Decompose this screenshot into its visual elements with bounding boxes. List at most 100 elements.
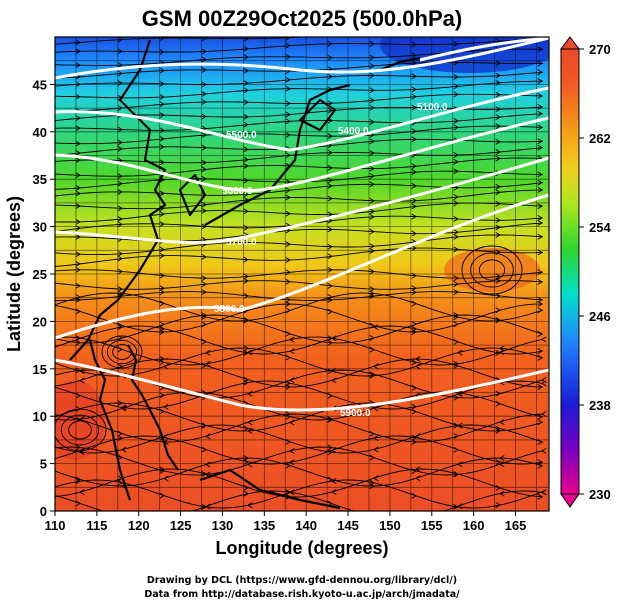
streamline-arrow <box>411 300 417 307</box>
streamline-arrow <box>79 489 85 496</box>
vortex-ring <box>60 414 100 446</box>
x-tick-label: 110 <box>45 518 66 533</box>
streamline-arrow <box>495 114 501 121</box>
colorbar: 230 238 246 254 262 270 <box>560 36 611 508</box>
streamline-arrow <box>243 292 249 299</box>
streamline <box>55 402 544 432</box>
streamline-arrow <box>117 346 123 353</box>
streamline-arrow <box>163 363 169 370</box>
streamline-arrow <box>537 249 543 256</box>
streamline-arrow <box>453 40 459 47</box>
contour-5900 <box>55 358 549 412</box>
streamline-arrow <box>75 392 81 399</box>
streamline-arrow <box>285 354 291 361</box>
streamline-arrow <box>201 201 207 208</box>
streamline-arrow <box>117 105 123 111</box>
streamline-arrow <box>75 62 81 69</box>
streamline-arrow <box>453 200 459 207</box>
streamline-arrow <box>285 152 291 159</box>
streamline-arrow <box>541 336 547 343</box>
streamline-arrow <box>75 282 81 289</box>
y-tick-label: 30 <box>33 220 47 235</box>
credit-drawing: Drawing by DCL (https://www.gfd-dennou.o… <box>147 575 457 586</box>
streamline-arrow <box>369 97 375 104</box>
streamline <box>55 347 544 377</box>
streamline-arrow <box>201 90 207 97</box>
x-tick-label: 115 <box>86 518 107 533</box>
streamline-arrow <box>205 433 211 440</box>
streamline-arrow <box>537 46 543 53</box>
streamline-arrow <box>117 255 123 262</box>
streamline-arrow <box>243 99 249 106</box>
streamline-arrow <box>538 27 542 32</box>
streamline <box>55 71 544 87</box>
streamline-arrow <box>159 392 165 399</box>
streamline-arrow <box>75 335 81 342</box>
streamline-arrow <box>495 425 501 432</box>
streamline-arrow <box>369 197 375 204</box>
streamline-arrow <box>369 72 375 79</box>
streamline-arrow <box>369 247 375 254</box>
streamline-arrow <box>369 104 375 111</box>
streamline-arrow <box>327 226 333 233</box>
streamline-arrow <box>327 293 333 300</box>
streamline <box>55 182 544 197</box>
streamline-arrow <box>289 348 295 355</box>
colorbar-tick-label: 254 <box>589 220 611 235</box>
streamline-arrow <box>75 157 81 164</box>
streamline-arrow <box>369 371 375 378</box>
streamline <box>55 202 544 223</box>
streamline-arrow <box>411 73 417 80</box>
y-axis-ticks: 0 5 10 15 20 25 30 35 40 45 <box>33 77 55 519</box>
streamline-arrow <box>537 171 543 178</box>
streamline-arrow <box>537 278 543 285</box>
streamline-arrow <box>243 191 249 198</box>
streamline-arrow <box>369 40 375 47</box>
indochina-coastline <box>88 339 132 501</box>
streamline-arrow <box>201 338 207 345</box>
streamline-arrow <box>159 101 165 108</box>
x-tick-label: 145 <box>337 518 359 533</box>
streamline-arrow <box>411 403 417 410</box>
contour-5700 <box>55 156 549 245</box>
streamline-arrow <box>289 377 295 384</box>
streamline-arrow <box>117 268 123 275</box>
streamline-arrow <box>537 354 543 361</box>
streamline-arrow <box>453 275 459 282</box>
streamline-arrow <box>415 363 421 370</box>
streamline-arrow <box>369 62 375 69</box>
streamline-arrow <box>495 123 501 130</box>
streamline-arrow <box>411 203 417 210</box>
y-tick-label: 40 <box>33 125 47 140</box>
streamline-arrow <box>243 163 249 170</box>
streamline-arrow <box>327 335 333 342</box>
streamline-arrow <box>411 197 417 204</box>
streamline-arrow <box>541 447 547 454</box>
streamline-arrow <box>327 416 333 423</box>
streamline-arrow <box>495 217 501 224</box>
streamline-arrow <box>495 183 501 190</box>
streamline <box>55 468 544 498</box>
streamline-arrow <box>457 349 463 356</box>
streamline-arrow <box>247 427 253 434</box>
streamline-arrow <box>369 87 375 94</box>
streamline-arrow <box>453 246 459 253</box>
streamline-arrow <box>159 492 165 499</box>
streamline-arrow <box>159 94 165 100</box>
x-tick-label: 165 <box>505 518 527 533</box>
streamline-arrow <box>243 277 249 284</box>
streamline-arrow <box>495 91 501 98</box>
streamline-arrow <box>75 294 81 301</box>
streamline-arrow <box>201 166 207 173</box>
streamline-arrow <box>369 346 375 353</box>
streamline-arrow <box>537 144 543 151</box>
streamline-arrow <box>117 324 123 331</box>
streamline-arrow <box>285 462 291 469</box>
streamline-arrow <box>327 243 333 250</box>
streamline-arrow <box>495 307 501 314</box>
streamline-arrow <box>369 334 375 341</box>
streamline-arrow <box>243 177 249 184</box>
x-tick-label: 155 <box>421 518 443 533</box>
warm-anomaly-east <box>444 248 540 292</box>
streamline-arrow <box>415 356 421 362</box>
